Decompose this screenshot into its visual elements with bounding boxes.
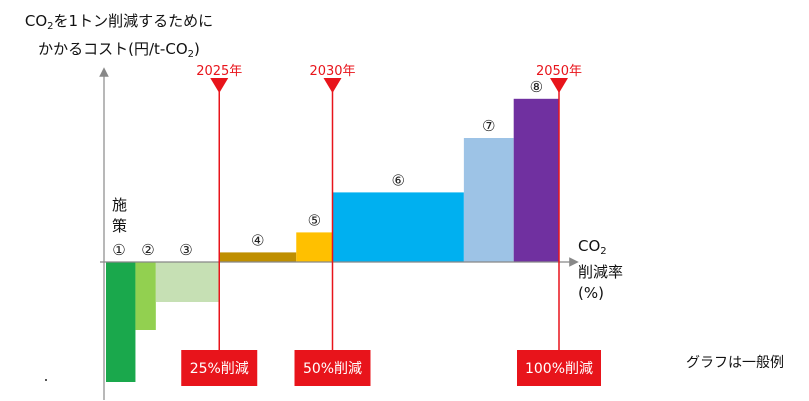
y-axis-label-line1: CO2を1トン削減するために (24, 12, 214, 32)
measures-label-2: 策 (112, 217, 128, 235)
milestone-year-2: 2030年 (309, 64, 355, 79)
x-axis-label-line1: CO2 (578, 237, 607, 257)
milestones-layer: 2025年 25%削減 2030年 50%削減 2050年 100%削減 (181, 64, 601, 386)
bar-label-7: ⑦ (482, 117, 495, 135)
bar-label-6: ⑥ (391, 171, 404, 189)
milestone-marker-1 (210, 78, 229, 93)
milestone-box-1 (181, 350, 258, 386)
milestone-year-3: 2050年 (536, 64, 582, 79)
x-axis-label: CO2 削減率 (%) (578, 236, 623, 304)
bar-7 (463, 138, 514, 262)
bar-4 (219, 252, 297, 262)
y-axis-label: CO2を1トン削減するために かかるコスト(円/t-CO2) (14, 10, 224, 66)
milestone-reduction-1: 25%削減 (190, 360, 249, 377)
x-axis-label-line3: (%) (578, 284, 604, 302)
milestone-marker-2 (323, 78, 342, 93)
bar-2 (135, 262, 156, 330)
milestone-box-2 (294, 350, 371, 386)
y-axis-label-line2: かかるコスト(円/t-CO2) (38, 40, 200, 60)
bar-label-1: ① (112, 241, 125, 259)
bar-label-3: ③ (179, 241, 192, 259)
bar-label-2: ② (141, 241, 154, 259)
bar-8 (513, 98, 559, 262)
x-axis-label-line2: 削減率 (578, 263, 624, 281)
milestone-box-3 (517, 350, 601, 386)
milestone-marker-3 (550, 78, 568, 93)
bar-label-5: ⑤ (308, 211, 321, 229)
bar-label-8: ⑧ (530, 78, 543, 96)
bars-layer: ① ② ③ ④ ⑤ ⑥ ⑦ ⑧ (106, 78, 559, 382)
milestone-reduction-2: 50%削減 (303, 360, 362, 377)
bar-5 (296, 232, 333, 262)
bar-3 (155, 262, 220, 302)
bar-1 (106, 262, 136, 382)
measures-label-1: 施 (112, 196, 128, 214)
milestone-year-1: 2025年 (196, 64, 242, 79)
bar-6 (332, 192, 464, 262)
stray-dot (45, 379, 47, 381)
bar-label-4: ④ (251, 231, 264, 249)
milestone-reduction-3: 100%削減 (525, 360, 593, 377)
example-note: グラフは一般例 (686, 355, 784, 371)
